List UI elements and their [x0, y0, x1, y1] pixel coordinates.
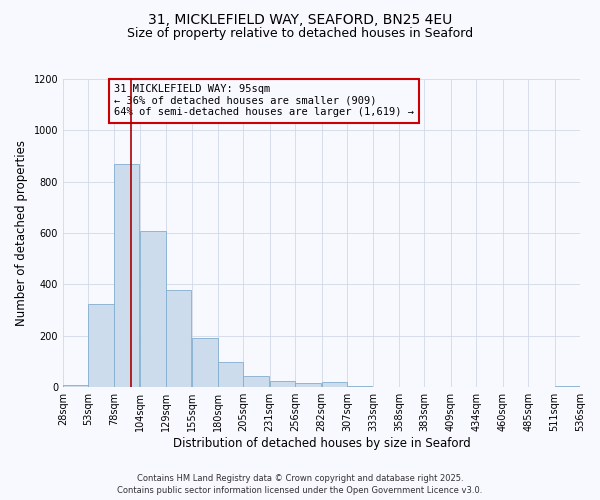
Text: Contains HM Land Registry data © Crown copyright and database right 2025.
Contai: Contains HM Land Registry data © Crown c…	[118, 474, 482, 495]
Bar	[554, 386, 580, 387]
Bar	[269, 381, 295, 387]
Text: 31 MICKLEFIELD WAY: 95sqm
← 36% of detached houses are smaller (909)
64% of semi: 31 MICKLEFIELD WAY: 95sqm ← 36% of detac…	[114, 84, 414, 117]
Text: Size of property relative to detached houses in Seaford: Size of property relative to detached ho…	[127, 28, 473, 40]
Bar	[88, 304, 114, 387]
Bar	[322, 382, 347, 387]
Bar	[166, 290, 191, 387]
Bar	[63, 384, 88, 387]
Bar	[114, 164, 139, 387]
Bar	[295, 384, 320, 387]
Bar	[140, 230, 166, 387]
Y-axis label: Number of detached properties: Number of detached properties	[15, 140, 28, 326]
Bar	[192, 338, 218, 387]
Bar	[347, 386, 373, 387]
Text: 31, MICKLEFIELD WAY, SEAFORD, BN25 4EU: 31, MICKLEFIELD WAY, SEAFORD, BN25 4EU	[148, 12, 452, 26]
X-axis label: Distribution of detached houses by size in Seaford: Distribution of detached houses by size …	[173, 437, 470, 450]
Bar	[243, 376, 269, 387]
Bar	[218, 362, 243, 387]
